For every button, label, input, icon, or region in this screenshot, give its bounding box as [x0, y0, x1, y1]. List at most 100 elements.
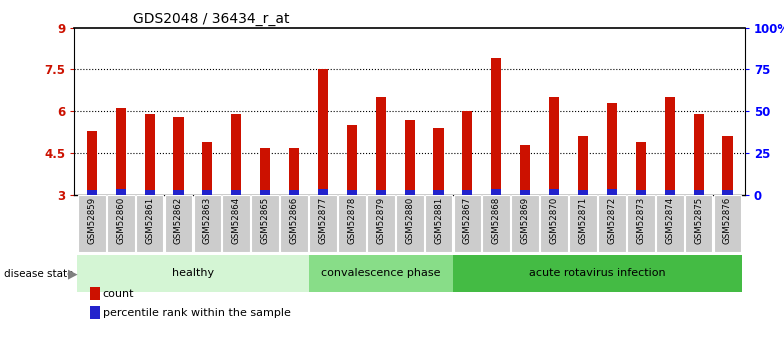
Bar	[144, 190, 154, 195]
Text: disease state: disease state	[4, 269, 74, 279]
Text: percentile rank within the sample: percentile rank within the sample	[103, 308, 291, 318]
Bar	[173, 117, 183, 195]
Text: GSM52879: GSM52879	[376, 197, 385, 244]
Text: GSM52878: GSM52878	[347, 197, 357, 244]
Text: GSM52866: GSM52866	[289, 197, 299, 244]
Bar	[289, 190, 299, 195]
Text: GSM52862: GSM52862	[174, 197, 183, 244]
Bar	[347, 125, 357, 195]
Bar	[405, 190, 415, 195]
Text: GSM52873: GSM52873	[637, 197, 645, 244]
FancyBboxPatch shape	[78, 255, 309, 292]
Bar	[520, 190, 530, 195]
FancyBboxPatch shape	[655, 195, 684, 252]
Bar	[694, 190, 703, 195]
Bar	[549, 189, 559, 195]
Text: acute rotavirus infection: acute rotavirus infection	[529, 268, 666, 278]
FancyBboxPatch shape	[107, 195, 135, 252]
Bar	[694, 114, 703, 195]
Text: GSM52861: GSM52861	[145, 197, 154, 244]
Text: GSM52874: GSM52874	[665, 197, 674, 244]
Bar	[173, 190, 183, 195]
Bar	[376, 97, 386, 195]
FancyBboxPatch shape	[194, 195, 221, 252]
Text: GSM52881: GSM52881	[434, 197, 443, 244]
FancyBboxPatch shape	[78, 195, 106, 252]
Bar	[636, 190, 646, 195]
FancyBboxPatch shape	[252, 195, 279, 252]
Text: GSM52864: GSM52864	[232, 197, 241, 244]
FancyBboxPatch shape	[598, 195, 626, 252]
Text: GSM52876: GSM52876	[723, 197, 732, 244]
FancyBboxPatch shape	[540, 195, 568, 252]
Text: healthy: healthy	[172, 268, 214, 278]
Bar	[202, 142, 212, 195]
Bar	[636, 142, 646, 195]
Text: GSM52872: GSM52872	[608, 197, 616, 244]
Text: GSM52867: GSM52867	[463, 197, 472, 244]
Text: GSM52871: GSM52871	[579, 197, 587, 244]
Bar	[260, 190, 270, 195]
Bar	[260, 148, 270, 195]
Text: GSM52865: GSM52865	[260, 197, 270, 244]
Text: GSM52869: GSM52869	[521, 197, 530, 244]
Text: GSM52860: GSM52860	[116, 197, 125, 244]
FancyBboxPatch shape	[280, 195, 308, 252]
Bar	[405, 120, 415, 195]
Bar	[87, 131, 97, 195]
Text: GSM52863: GSM52863	[203, 197, 212, 244]
Bar	[722, 190, 732, 195]
Bar	[434, 190, 444, 195]
FancyBboxPatch shape	[511, 195, 539, 252]
FancyBboxPatch shape	[569, 195, 597, 252]
Bar	[347, 190, 357, 195]
FancyBboxPatch shape	[425, 195, 452, 252]
Bar	[376, 190, 386, 195]
Bar	[144, 114, 154, 195]
FancyBboxPatch shape	[713, 195, 742, 252]
FancyBboxPatch shape	[136, 195, 164, 252]
Bar	[665, 97, 675, 195]
Bar	[231, 114, 241, 195]
Bar	[492, 189, 502, 195]
Text: GSM52859: GSM52859	[87, 197, 96, 244]
Bar	[607, 189, 617, 195]
FancyBboxPatch shape	[453, 255, 742, 292]
FancyBboxPatch shape	[684, 195, 713, 252]
Text: GSM52868: GSM52868	[492, 197, 501, 244]
Text: count: count	[103, 289, 134, 299]
Bar	[116, 189, 125, 195]
FancyBboxPatch shape	[309, 255, 453, 292]
FancyBboxPatch shape	[396, 195, 423, 252]
Bar	[578, 136, 588, 195]
Text: ▶: ▶	[68, 268, 78, 281]
FancyBboxPatch shape	[338, 195, 365, 252]
Text: convalescence phase: convalescence phase	[321, 268, 441, 278]
Text: GSM52880: GSM52880	[405, 197, 414, 244]
Text: GSM52877: GSM52877	[318, 197, 328, 244]
FancyBboxPatch shape	[223, 195, 250, 252]
Bar	[289, 148, 299, 195]
Bar	[318, 189, 328, 195]
Bar	[578, 190, 588, 195]
Text: GSM52870: GSM52870	[550, 197, 559, 244]
Bar	[434, 128, 444, 195]
Bar	[231, 190, 241, 195]
Text: GDS2048 / 36434_r_at: GDS2048 / 36434_r_at	[133, 12, 290, 26]
Bar	[87, 190, 97, 195]
Text: GSM52875: GSM52875	[694, 197, 703, 244]
Bar	[202, 190, 212, 195]
Bar	[463, 190, 473, 195]
FancyBboxPatch shape	[309, 195, 337, 252]
FancyBboxPatch shape	[627, 195, 655, 252]
FancyBboxPatch shape	[165, 195, 192, 252]
FancyBboxPatch shape	[482, 195, 510, 252]
Bar	[549, 97, 559, 195]
Bar	[520, 145, 530, 195]
Bar	[722, 136, 732, 195]
FancyBboxPatch shape	[454, 195, 481, 252]
Bar	[463, 111, 473, 195]
Bar	[492, 58, 502, 195]
Bar	[665, 190, 675, 195]
Bar	[318, 69, 328, 195]
